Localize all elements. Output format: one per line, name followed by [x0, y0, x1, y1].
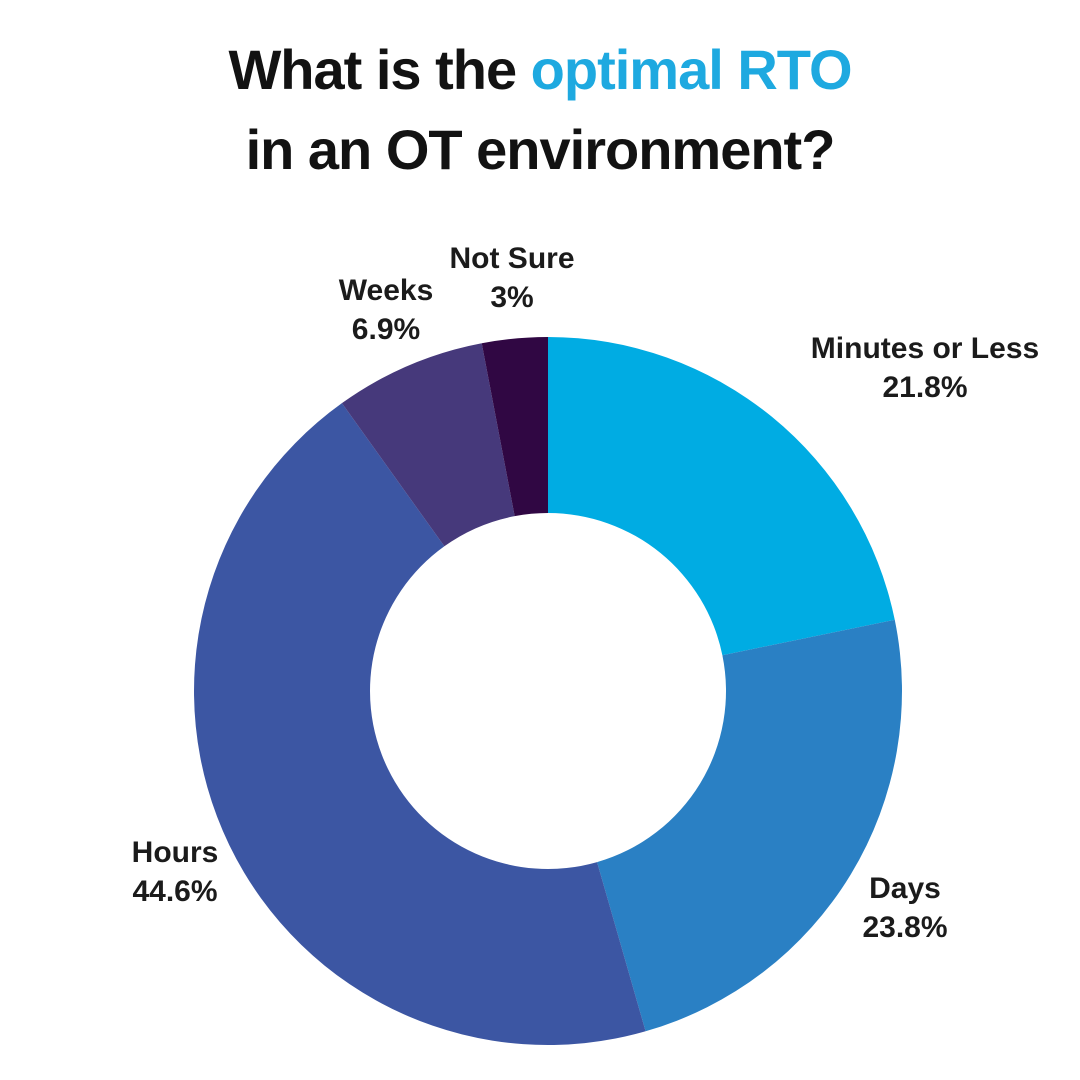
title-highlight: optimal RTO	[530, 38, 853, 101]
slice-label-minutes-or-less: Minutes or Less 21.8%	[811, 329, 1039, 407]
pie-slice-weeks	[341, 343, 515, 547]
slice-label-days: Days 23.8%	[862, 869, 947, 947]
slice-value: 23.8%	[862, 911, 948, 944]
page-title: What is the optimal RTO in an OT environ…	[0, 30, 1080, 190]
slice-label-weeks: Weeks 6.9%	[339, 271, 434, 349]
pie-slice-hours	[194, 403, 646, 1045]
slice-name: Hours	[131, 836, 219, 869]
slice-name: Not Sure	[449, 242, 575, 275]
slice-label-hours: Hours 44.6%	[132, 833, 219, 911]
pie-slice-days	[597, 619, 902, 1032]
slice-value: 3%	[490, 281, 534, 314]
slice-value: 6.9%	[351, 313, 421, 346]
slice-value: 44.6%	[132, 875, 218, 908]
slice-value: 21.8%	[882, 371, 968, 404]
slice-label-not-sure: Not Sure 3%	[449, 239, 574, 317]
slice-name: Weeks	[338, 274, 434, 307]
slice-name: Days	[869, 872, 941, 905]
pie-slice-not-sure	[481, 337, 548, 517]
pie-slice-minutes-or-less	[548, 337, 895, 656]
slice-name: Minutes or Less	[810, 332, 1040, 365]
title-line2: in an OT environment?	[245, 118, 836, 181]
title-line1-prefix: What is the	[228, 38, 531, 101]
